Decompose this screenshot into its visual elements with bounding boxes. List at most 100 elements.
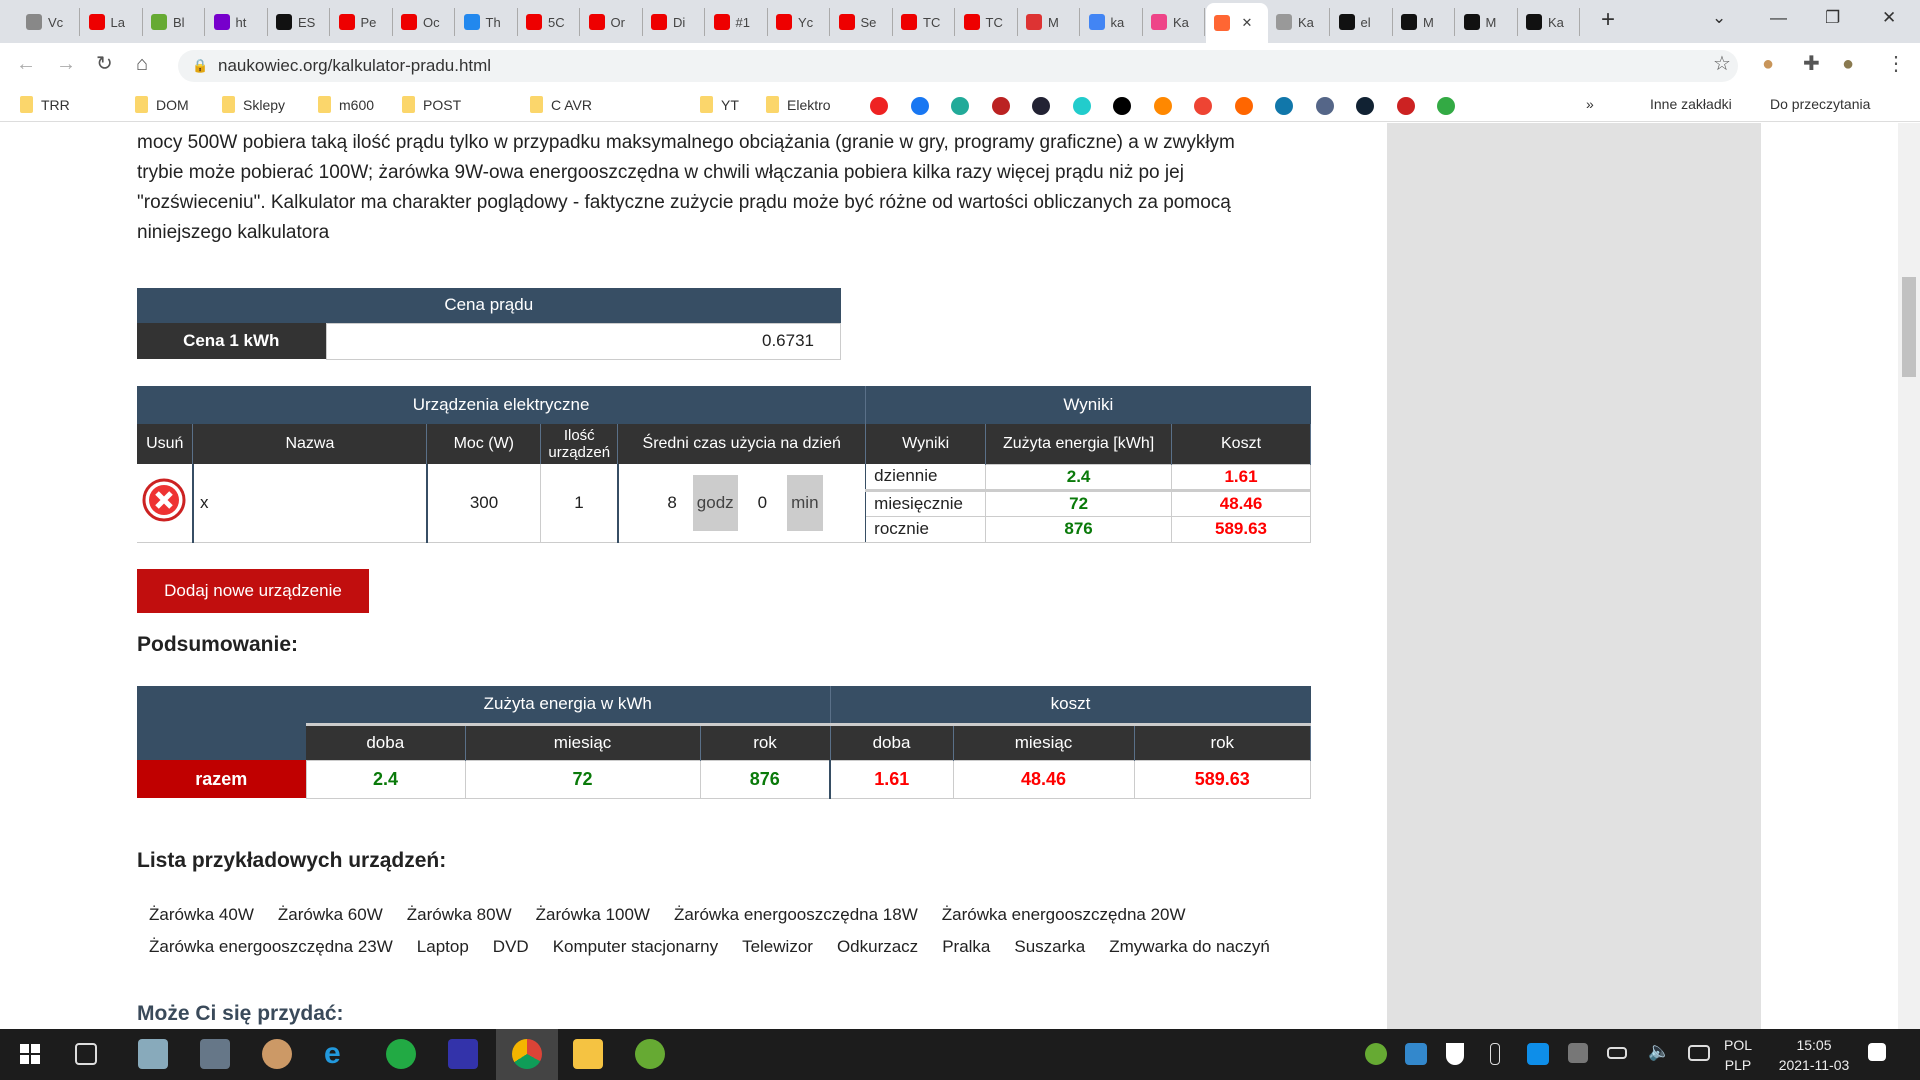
bookmark-favicon-icon[interactable] <box>1153 97 1172 115</box>
bookmark-favicon-icon[interactable] <box>910 97 929 115</box>
example-device-link[interactable]: Laptop <box>416 937 469 956</box>
device-count-input[interactable]: 1 <box>540 464 619 543</box>
example-device-link[interactable]: Żarówka energooszczędna 18W <box>673 905 918 924</box>
address-bar[interactable]: 🔒 naukowiec.org/kalkulator-pradu.html <box>178 50 1738 82</box>
window-dropdown-icon[interactable]: ⌄ <box>1712 8 1727 27</box>
internet-explorer-icon[interactable]: e <box>324 1037 341 1070</box>
browser-tab[interactable]: Pe <box>331 8 393 36</box>
bookmark-favicon-icon[interactable] <box>1032 97 1050 115</box>
profile-avatar[interactable]: ● <box>1842 53 1855 75</box>
example-device-link[interactable]: Suszarka <box>1014 937 1086 956</box>
reload-icon[interactable]: ↻ <box>96 53 113 75</box>
close-tab-icon[interactable]: ✕ <box>1241 15 1253 30</box>
browser-tab[interactable]: Ka <box>1518 8 1580 36</box>
tray-utorrent-icon[interactable] <box>1365 1043 1387 1065</box>
example-device-link[interactable]: Żarówka 40W <box>149 905 254 924</box>
browser-tab[interactable]: Th <box>456 8 518 36</box>
calculator-icon[interactable] <box>200 1039 230 1069</box>
bookmark-favicon-icon[interactable] <box>1275 97 1293 115</box>
extensions-icon[interactable]: ✚ <box>1803 53 1820 75</box>
usb-icon[interactable] <box>1490 1043 1500 1065</box>
browser-tab[interactable]: Oc <box>393 8 455 36</box>
clock[interactable]: 15:05 2021-11-03 <box>1772 1035 1856 1075</box>
example-device-link[interactable]: Komputer stacjonarny <box>552 937 719 956</box>
bookmark-favicon-icon[interactable] <box>1396 97 1415 115</box>
bookmark-favicon-icon[interactable] <box>1113 97 1131 115</box>
browser-tab[interactable]: La <box>81 8 143 36</box>
browser-tab[interactable]: Yc <box>768 8 830 36</box>
browser-tab[interactable]: 5C <box>518 8 580 36</box>
bookmark-favicon-icon[interactable] <box>1437 97 1455 115</box>
delete-device-button[interactable] <box>137 464 194 543</box>
browser-tab[interactable]: Ka <box>1143 8 1205 36</box>
browser-tab[interactable]: M <box>1456 8 1518 36</box>
bookmark-item[interactable]: POST <box>402 96 461 113</box>
bookmark-item[interactable]: TRR <box>20 96 70 113</box>
close-window-icon[interactable]: ✕ <box>1882 8 1897 27</box>
example-device-link[interactable]: Żarówka energooszczędna 23W <box>149 937 393 956</box>
device-name-input[interactable]: x <box>192 464 428 543</box>
browser-tab[interactable]: ES <box>268 8 330 36</box>
browser-tab[interactable]: el <box>1331 8 1393 36</box>
chrome-icon[interactable] <box>512 1039 542 1069</box>
paint-icon[interactable] <box>262 1039 292 1069</box>
minutes-input[interactable]: 0 <box>757 492 768 512</box>
minimize-icon[interactable]: — <box>1770 8 1787 27</box>
browser-tab[interactable]: M <box>1018 8 1080 36</box>
bookmark-favicon-icon[interactable] <box>951 97 969 115</box>
teamviewer-icon[interactable] <box>1527 1043 1549 1065</box>
new-tab-button[interactable]: + <box>1601 6 1616 33</box>
browser-tab[interactable]: TC <box>893 8 955 36</box>
hours-input[interactable]: 8 <box>667 492 677 512</box>
bookmark-item[interactable]: DOM <box>135 96 189 113</box>
browser-tab[interactable]: Di <box>643 8 705 36</box>
notifications-icon[interactable] <box>1868 1043 1886 1061</box>
example-device-link[interactable]: Żarówka 100W <box>535 905 650 924</box>
example-device-link[interactable]: Zmywarka do naczyń <box>1109 937 1270 956</box>
back-icon[interactable]: ← <box>16 53 36 75</box>
bookmarks-more-button[interactable]: » <box>1586 96 1594 112</box>
notepad-icon[interactable] <box>138 1039 168 1069</box>
tray-app-icon[interactable] <box>1405 1043 1427 1065</box>
example-device-link[interactable]: Żarówka 60W <box>277 905 383 924</box>
scrollbar[interactable] <box>1898 123 1920 1029</box>
bookmark-favicon-icon[interactable] <box>991 97 1010 115</box>
browser-tab[interactable]: Ka <box>1268 8 1330 36</box>
cookie-extension-icon[interactable]: ● <box>1762 53 1775 75</box>
bookmark-item[interactable]: Sklepy <box>222 96 285 113</box>
battery-icon[interactable] <box>1607 1047 1627 1059</box>
browser-tab[interactable]: Bl <box>143 8 205 36</box>
device-power-input[interactable]: 300 <box>426 464 542 543</box>
example-device-link[interactable]: DVD <box>492 937 529 956</box>
utorrent-icon[interactable] <box>635 1039 665 1069</box>
bookmark-item[interactable]: YT <box>700 96 739 113</box>
example-device-link[interactable]: Pralka <box>942 937 991 956</box>
example-device-link[interactable]: Telewizor <box>742 937 813 956</box>
example-device-link[interactable]: Żarówka energooszczędna 20W <box>941 905 1186 924</box>
bookmark-star-icon[interactable]: ☆ <box>1713 53 1731 75</box>
bookmark-favicon-icon[interactable] <box>1072 97 1091 115</box>
network-tool-icon[interactable] <box>448 1039 478 1069</box>
browser-tab[interactable]: Se <box>831 8 893 36</box>
example-device-link[interactable]: Żarówka 80W <box>406 905 512 924</box>
security-shield-icon[interactable] <box>1446 1043 1464 1065</box>
browser-tab[interactable]: M <box>1393 8 1455 36</box>
browser-tab[interactable]: #1 <box>706 8 768 36</box>
home-icon[interactable]: ⌂ <box>136 53 149 75</box>
volume-icon[interactable]: 🔈 <box>1648 1041 1671 1061</box>
browser-tab[interactable]: TC <box>956 8 1018 36</box>
scrollbar-thumb[interactable] <box>1902 277 1916 377</box>
task-view-icon[interactable] <box>75 1043 97 1065</box>
file-explorer-icon[interactable] <box>573 1039 603 1069</box>
forward-icon[interactable]: → <box>56 53 76 75</box>
example-device-link[interactable]: Odkurzacz <box>836 937 919 956</box>
price-input[interactable]: 0.6731 <box>325 322 841 360</box>
bookmark-item[interactable]: C AVR <box>530 96 592 113</box>
reading-list[interactable]: Do przeczytania <box>1770 96 1871 112</box>
bookmark-favicon-icon[interactable] <box>870 97 888 115</box>
browser-tab[interactable]: Or <box>581 8 643 36</box>
bookmark-favicon-icon[interactable] <box>1315 97 1334 115</box>
bookmark-item[interactable]: m600 <box>318 96 374 113</box>
browser-tab[interactable]: ht <box>206 8 268 36</box>
network-icon[interactable] <box>1688 1045 1710 1061</box>
